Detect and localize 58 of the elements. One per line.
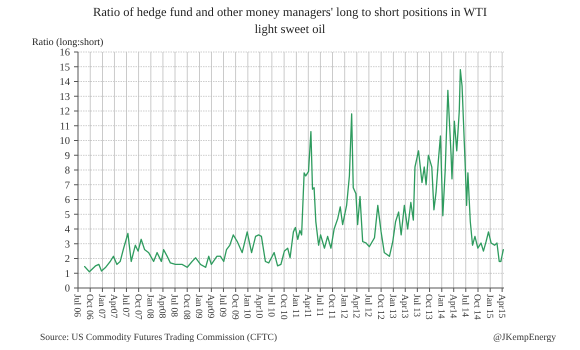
x-tick-label: Jan 08	[144, 294, 155, 319]
x-tick-label: Jan 14	[435, 294, 446, 319]
x-tick-label: Apr13	[398, 294, 409, 319]
line-series	[84, 69, 504, 272]
x-tick-label: Jan 13	[386, 294, 397, 319]
y-tick-label: 12	[60, 106, 70, 118]
x-tick-label: Apr12	[350, 294, 360, 319]
x-tick-label: Oct 11	[326, 294, 336, 320]
y-tick-label: 2	[64, 254, 70, 266]
x-tick-label: Apr14	[447, 294, 458, 319]
x-tick-label: Oct 06	[84, 294, 94, 320]
x-tick-label: Jan 07	[96, 294, 106, 319]
source-note: Source: US Commodity Futures Trading Commission (CFTC)	[40, 333, 277, 343]
x-tick-label: Oct 07	[132, 294, 142, 320]
y-tick-label: 11	[60, 121, 70, 132]
x-tick-label: Jan 09	[193, 294, 204, 319]
x-tick-label: Jan 10	[242, 294, 252, 319]
x-tick-label: Oct 09	[229, 294, 240, 320]
y-axis-title: Ratio (long:short)	[32, 37, 104, 48]
x-tick-label: Jan 11	[290, 294, 300, 318]
x-tick-label: Oct 12	[374, 294, 385, 320]
x-tick-label: Apr15	[496, 294, 506, 319]
y-tick-label: 14	[60, 77, 71, 88]
y-tick-label: 8	[64, 166, 70, 177]
x-tick-label: Apr09	[205, 294, 216, 319]
x-tick-label: Jul 13	[411, 294, 422, 318]
y-tick-label: 13	[60, 92, 70, 103]
x-tick-label: Apr11	[302, 294, 312, 318]
y-tick-label: 7	[64, 180, 70, 192]
y-tick-label: 4	[64, 224, 71, 236]
y-tick-label: 1	[64, 268, 70, 280]
x-tick-label: Jan 15	[484, 294, 494, 319]
y-tick-label: 15	[60, 62, 70, 74]
x-tick-label: Apr08	[156, 294, 167, 319]
x-tick-label: Oct 14	[472, 294, 482, 320]
x-tick-label: Jul 11	[314, 294, 324, 317]
x-tick-label: Jul 14	[459, 294, 470, 318]
y-tick-label: 6	[64, 195, 70, 206]
x-tick-label: Oct 13	[423, 294, 434, 320]
x-tick-label: Jul 08	[168, 294, 179, 318]
y-tick-label: 16	[60, 48, 70, 59]
chart-title: Ratio of hedge fund and other money managers' long to short positions in WTI light sweet oil	[93, 5, 487, 36]
x-tick-label: Jul 10	[266, 294, 276, 318]
x-tick-label: Apr07	[108, 294, 118, 319]
y-tick-label: 5	[64, 210, 70, 221]
y-tick-label: 10	[60, 136, 70, 148]
x-tick-label: Apr10	[253, 294, 264, 319]
x-tick-label: Jul 07	[120, 294, 130, 318]
x-tick-label: Oct 08	[180, 294, 191, 320]
y-tick-label: 9	[64, 150, 70, 162]
x-tick-label: Jul 12	[362, 294, 373, 318]
y-tick-label: 3	[64, 239, 70, 250]
x-tick-label: Jan 12	[338, 294, 348, 319]
x-tick-label: Jul 06	[72, 294, 82, 318]
text: @JKempEnergy	[493, 333, 556, 343]
x-tick-label: Oct 10	[278, 294, 288, 320]
y-tick-label: 0	[64, 284, 70, 295]
x-tick-label: Jul 09	[217, 294, 228, 318]
